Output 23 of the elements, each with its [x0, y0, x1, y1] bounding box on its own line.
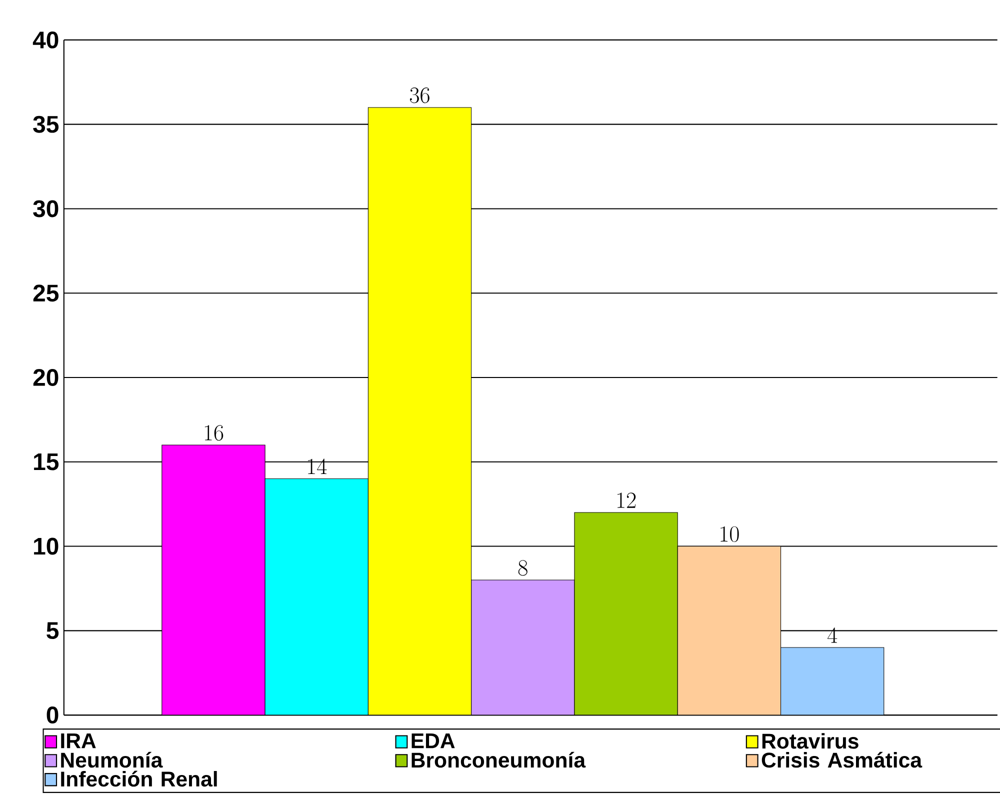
y-tick-label: 10	[34, 538, 58, 555]
y-tick-label: 5	[46, 622, 59, 640]
legend-label: EDA	[412, 734, 455, 748]
y-tick-label: 25	[33, 284, 59, 302]
y-tick-label: 40	[32, 31, 58, 48]
legend-label: Infección Renal	[61, 770, 217, 787]
legend-label: IRA	[61, 734, 96, 748]
data-label: 14	[308, 458, 327, 474]
data-label: 10	[720, 526, 739, 542]
y-tick-label: 30	[33, 200, 58, 218]
y-tick-label: 0	[46, 706, 58, 724]
legend-label: Neumonía	[61, 752, 163, 768]
legend-label: Crisis Asmática	[762, 752, 922, 768]
legend-label: Bronconeumonía	[412, 752, 586, 768]
data-label: 8	[518, 560, 528, 576]
y-tick-label: 20	[33, 369, 58, 386]
data-label: 36	[410, 88, 430, 104]
legend-label: Rotavirus	[762, 733, 858, 749]
y-tick-label: 15	[34, 454, 59, 470]
data-label: 12	[617, 492, 636, 508]
data-label: 4	[828, 627, 838, 643]
data-label: 16	[204, 425, 224, 441]
y-tick-label: 35	[33, 116, 59, 133]
